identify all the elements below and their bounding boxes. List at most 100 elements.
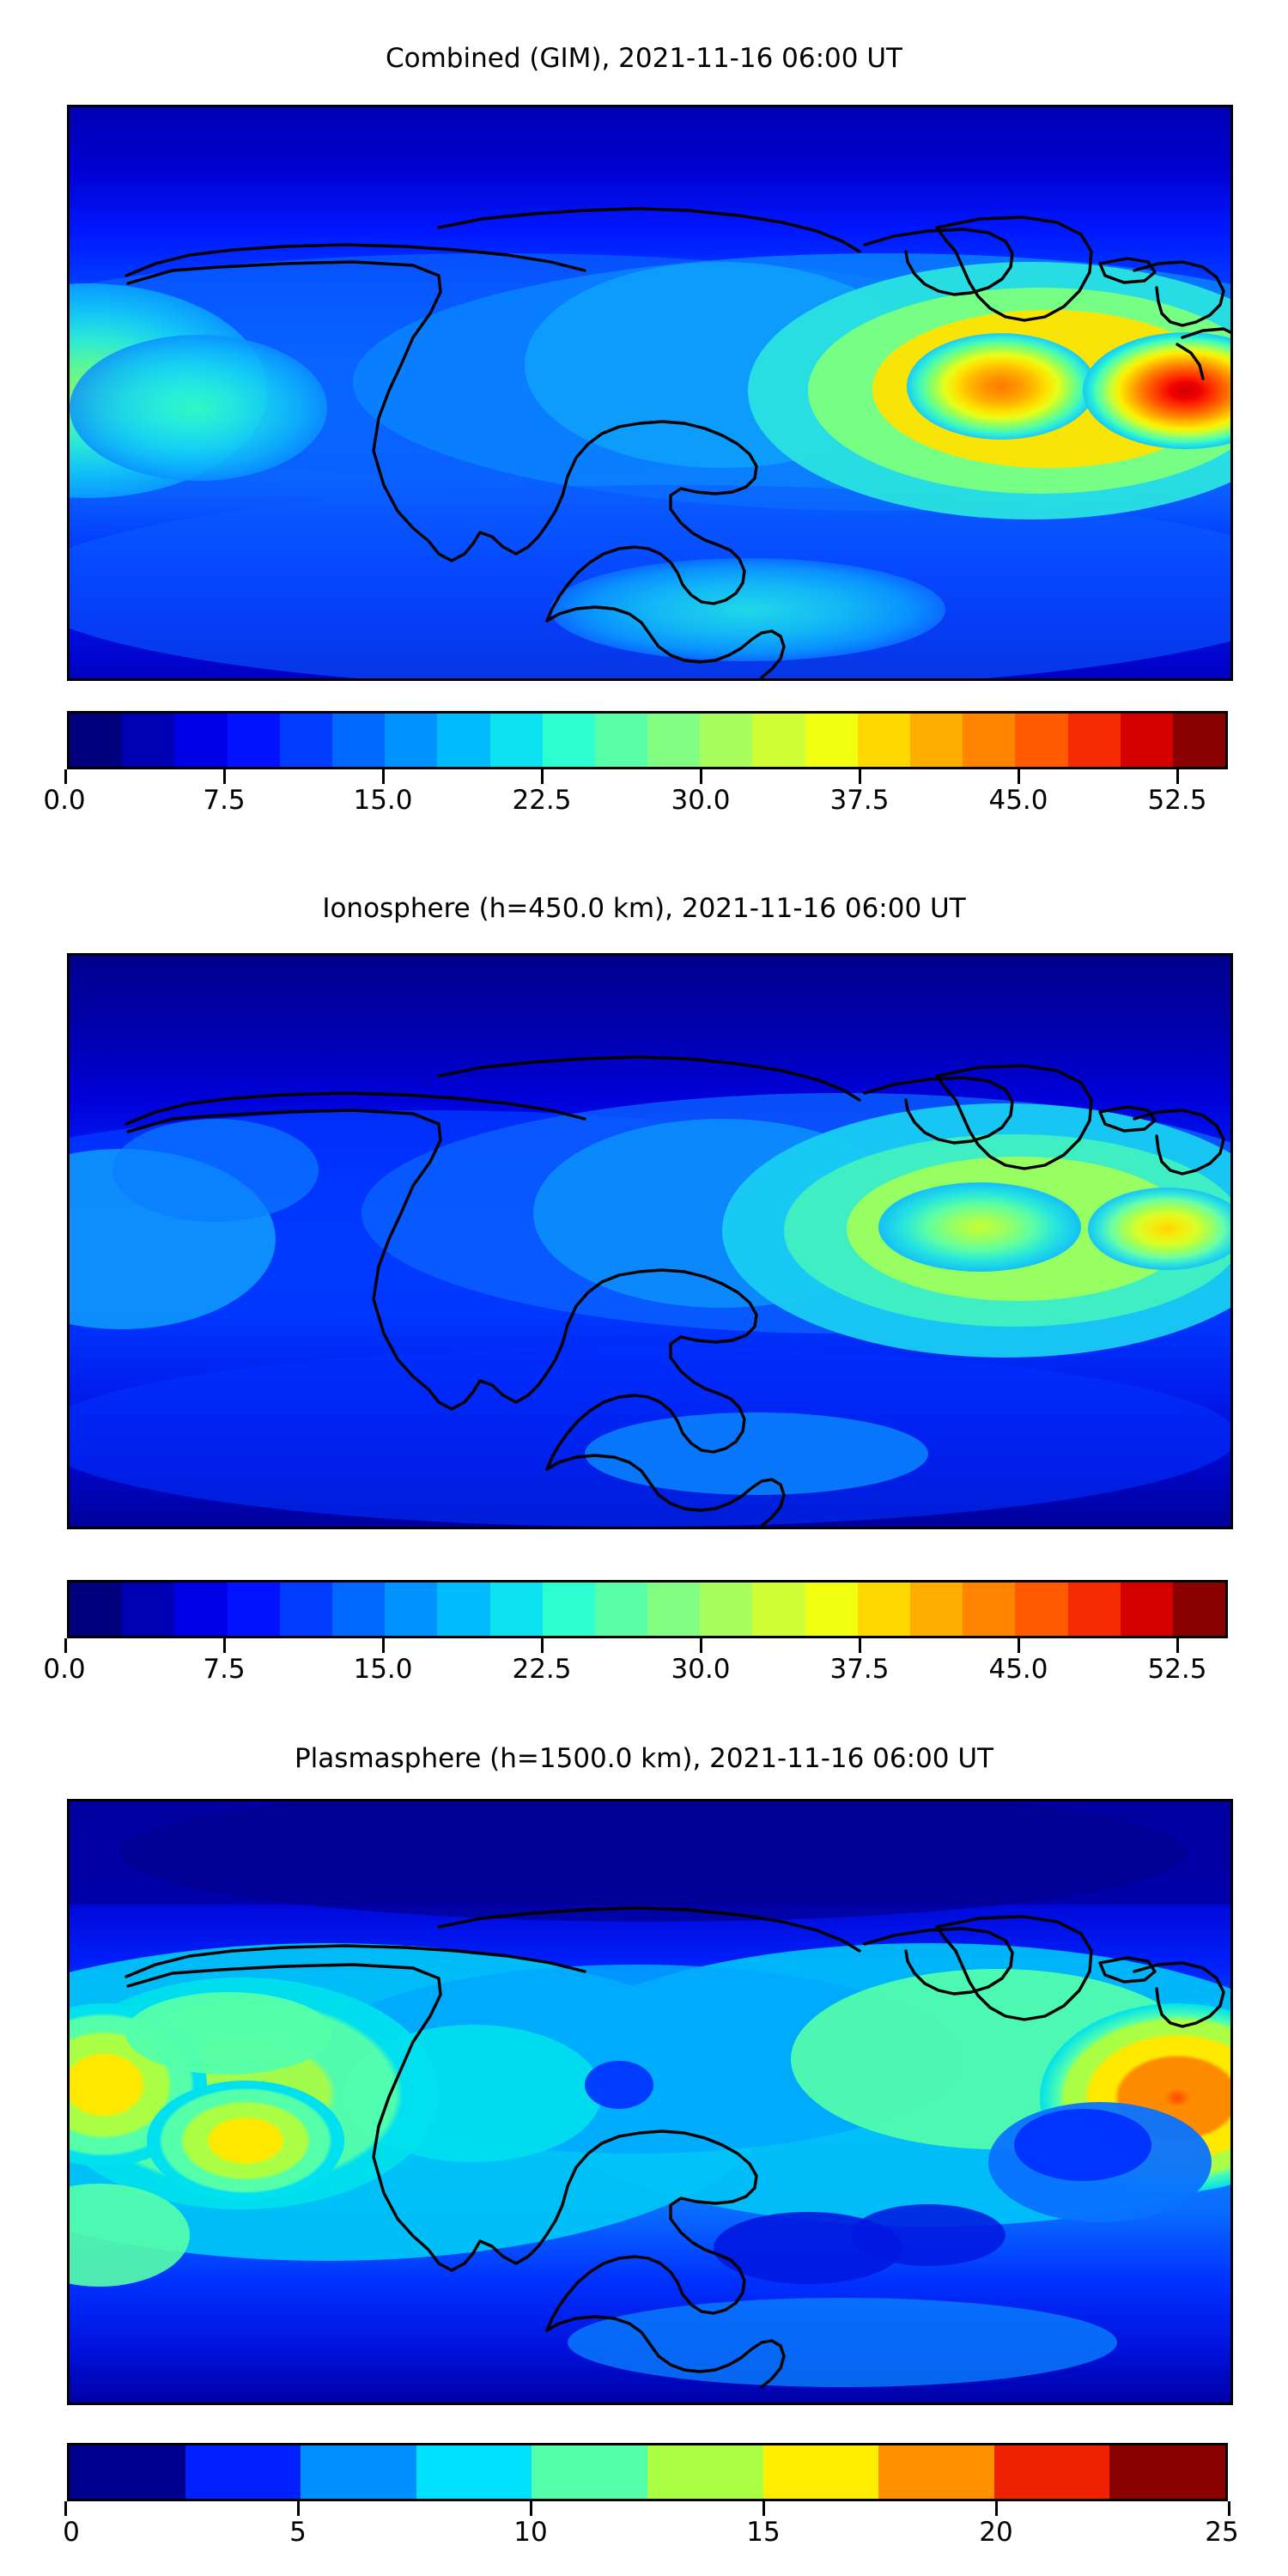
colorbar-tick-label: 37.5	[829, 1654, 890, 1685]
colorbar-tick-label: 45.0	[988, 785, 1048, 816]
colorbar-segment	[227, 1583, 280, 1636]
colorbar-segment	[122, 1583, 175, 1636]
colorbar-tick-label: 30.0	[671, 1654, 731, 1685]
colorbar-segment	[752, 1583, 805, 1636]
colorbar-ionosphere-450km: 0.0 7.5 15.0 22.5 30.0 37.5 45.0 52.5	[43, 1580, 1230, 1693]
colorbar-segment	[1120, 714, 1173, 767]
colorbar-tick-label: 10	[513, 2517, 548, 2548]
panel-ionosphere-450km: Ionosphere (h=450.0 km), 2021-11-16 06:0…	[0, 859, 1288, 1717]
map-ionosphere-450km	[67, 953, 1233, 1529]
colorbar-tick	[382, 1638, 385, 1653]
colorbar-segment	[993, 2445, 1110, 2499]
panel-title-combined-gim: Combined (GIM), 2021-11-16 06:00 UT	[386, 43, 902, 74]
colorbar-segment	[1015, 714, 1068, 767]
colorbar-tick-label: 30.0	[671, 785, 731, 816]
colorbar-segment	[647, 2445, 763, 2499]
colorbar-segment	[752, 714, 805, 767]
colorbar-segment	[805, 714, 858, 767]
colorbar-strip-combined-gim	[67, 711, 1228, 769]
colorbar-tick-label: 0.0	[43, 785, 86, 816]
colorbar-tick-label: 22.5	[512, 1654, 572, 1685]
colorbar-strip-ionosphere	[67, 1580, 1228, 1638]
colorbar-segment	[331, 714, 386, 767]
colorbar-tick	[541, 1638, 544, 1653]
colorbar-segment	[762, 2445, 879, 2499]
colorbar-tick-label: 0	[63, 2517, 80, 2548]
colorbar-labels-combined-gim: 0.0 7.5 15.0 22.5 30.0 37.5 45.0 52.5	[43, 785, 1230, 824]
colorbar-segment	[1172, 1583, 1225, 1636]
colorbar-tick	[1176, 1638, 1179, 1653]
colorbar-ticks-plasmasphere	[64, 2501, 1230, 2517]
colorbar-segment	[963, 1583, 1016, 1636]
colorbar-tick-label: 15.0	[353, 1654, 413, 1685]
colorbar-tick	[64, 2501, 67, 2516]
colorbar-segment	[70, 2445, 185, 2499]
colorbar-segment	[857, 1583, 910, 1636]
colorbar-segment	[437, 1583, 490, 1636]
colorbar-segment	[700, 714, 753, 767]
colorbar-segment	[594, 714, 648, 767]
colorbar-segment	[385, 714, 438, 767]
colorbar-segment	[279, 714, 332, 767]
colorbar-tick	[762, 2501, 765, 2516]
colorbar-tick	[995, 2501, 998, 2516]
colorbar-segment	[1120, 1583, 1173, 1636]
colorbar-tick-label: 7.5	[203, 1654, 246, 1685]
colorbar-segment	[174, 1583, 228, 1636]
colorbar-tick-label: 22.5	[512, 785, 572, 816]
colorbar-tick	[859, 769, 861, 784]
colorbar-segment	[910, 714, 963, 767]
colorbar-tick-label: 7.5	[203, 785, 246, 816]
colorbar-tick	[1018, 769, 1020, 784]
colorbar-labels-ionosphere: 0.0 7.5 15.0 22.5 30.0 37.5 45.0 52.5	[43, 1654, 1230, 1693]
colorbar-segment	[489, 1583, 543, 1636]
colorbar-tick-label: 20	[979, 2517, 1013, 2548]
colorbar-tick-label: 15	[746, 2517, 781, 2548]
colorbar-segment	[1015, 1583, 1068, 1636]
colorbar-segment	[174, 714, 228, 767]
colorbar-tick	[1176, 769, 1179, 784]
colorbar-tick	[530, 2501, 532, 2516]
colorbar-segment	[805, 1583, 858, 1636]
colorbar-segment	[542, 1583, 595, 1636]
colorbar-strip-plasmasphere	[67, 2443, 1228, 2501]
colorbar-tick	[382, 769, 385, 784]
colorbar-tick-label: 45.0	[988, 1654, 1048, 1685]
colorbar-segment	[878, 2445, 994, 2499]
colorbar-segment	[1172, 714, 1225, 767]
colorbar-segment	[1067, 1583, 1121, 1636]
map-canvas-plasmasphere	[70, 1801, 1230, 2403]
colorbar-tick	[64, 769, 67, 784]
colorbar-tick	[64, 1638, 67, 1653]
colorbar-segment	[647, 1583, 701, 1636]
colorbar-combined-gim: 0.0 7.5 15.0 22.5 30.0 37.5 45.0 52.5	[43, 711, 1230, 824]
colorbar-tick	[223, 1638, 226, 1653]
colorbar-labels-plasmasphere: 0 5 10 15 20 25	[63, 2517, 1239, 2556]
colorbar-tick	[1018, 1638, 1020, 1653]
colorbar-segment	[331, 1583, 386, 1636]
colorbar-tick-label: 5	[289, 2517, 307, 2548]
colorbar-segment	[227, 714, 280, 767]
colorbar-segment	[542, 714, 595, 767]
colorbar-ticks-combined-gim	[64, 769, 1230, 785]
map-canvas-ionosphere	[70, 956, 1230, 1527]
panel-plasmasphere-1500km: Plasmasphere (h=1500.0 km), 2021-11-16 0…	[0, 1717, 1288, 2576]
colorbar-segment	[1067, 714, 1121, 767]
colorbar-tick-label: 25	[1205, 2517, 1239, 2548]
colorbar-segment	[963, 714, 1016, 767]
colorbar-segment	[279, 1583, 332, 1636]
colorbar-segment	[647, 714, 701, 767]
panel-title-ionosphere: Ionosphere (h=450.0 km), 2021-11-16 06:0…	[322, 893, 966, 924]
colorbar-tick-label: 52.5	[1147, 785, 1207, 816]
map-combined-gim	[67, 105, 1233, 681]
colorbar-tick	[1228, 2501, 1230, 2516]
map-plasmasphere-1500km	[67, 1799, 1233, 2405]
colorbar-plasmasphere-1500km: 0 5 10 15 20 25	[63, 2443, 1239, 2556]
map-canvas-combined-gim	[70, 107, 1230, 678]
colorbar-segment	[70, 1583, 123, 1636]
colorbar-tick	[700, 1638, 702, 1653]
colorbar-tick	[223, 769, 226, 784]
colorbar-segment	[910, 1583, 963, 1636]
colorbar-tick-label: 15.0	[353, 785, 413, 816]
